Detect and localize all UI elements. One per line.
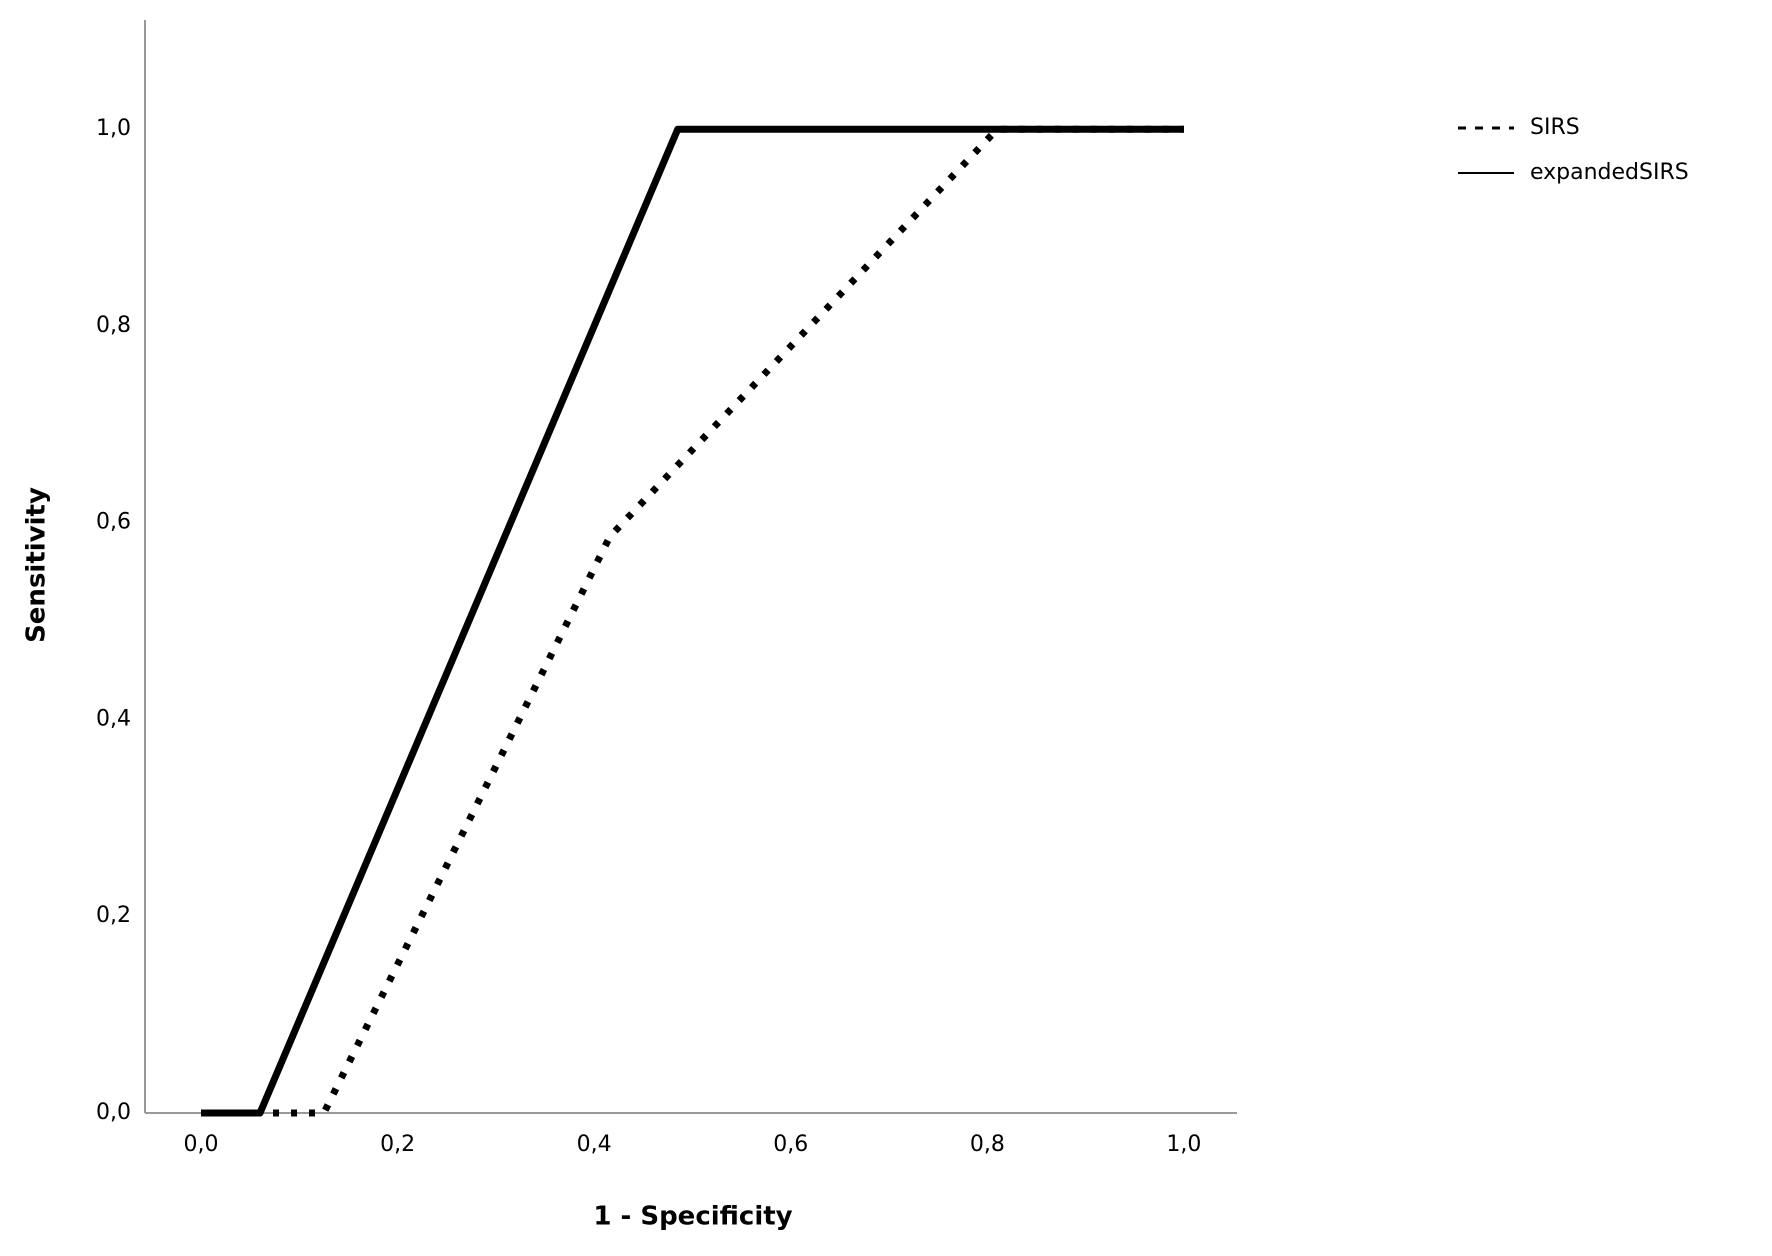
legend-label: SIRS bbox=[1530, 115, 1580, 140]
x-axis-label: 1 - Specificity bbox=[593, 1202, 792, 1232]
y-tick-label: 1,0 bbox=[96, 116, 131, 141]
x-tick-label: 0,8 bbox=[970, 1132, 1005, 1157]
y-tick-label: 0,4 bbox=[96, 706, 131, 731]
x-tick-label: 0,0 bbox=[184, 1132, 219, 1157]
x-tick-label: 0,4 bbox=[577, 1132, 612, 1157]
y-tick-label: 0,6 bbox=[96, 510, 131, 535]
x-tick-label: 0,2 bbox=[380, 1132, 415, 1157]
x-tick-label: 0,6 bbox=[773, 1132, 808, 1157]
x-tick-label: 1,0 bbox=[1166, 1132, 1201, 1157]
line-series bbox=[201, 125, 1184, 1117]
y-axis-label: Sensitivity bbox=[22, 487, 52, 643]
legend-label: expandedSIRS bbox=[1530, 160, 1689, 185]
y-tick-label: 0,2 bbox=[96, 903, 131, 928]
y-tick-label: 0,0 bbox=[96, 1100, 131, 1125]
line-series bbox=[201, 125, 1184, 1117]
y-tick-label: 0,8 bbox=[96, 313, 131, 338]
